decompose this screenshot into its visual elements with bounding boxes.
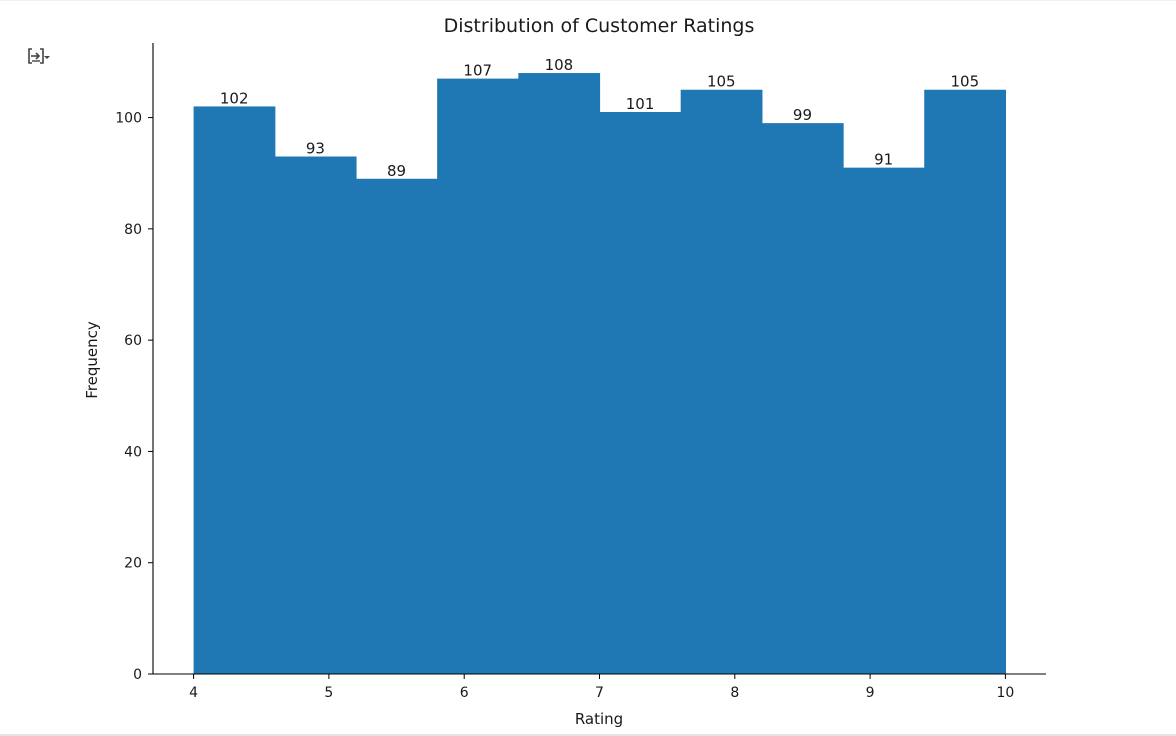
chart-title: Distribution of Customer Ratings bbox=[444, 15, 755, 37]
x-tick-label: 8 bbox=[730, 685, 739, 701]
y-tick-label: 60 bbox=[124, 333, 142, 349]
bar-data-label: 89 bbox=[387, 162, 406, 180]
histogram-bar bbox=[355, 178, 438, 674]
bar-labels-layer: 102 93 89 107 108 101 105 99 91 105 bbox=[220, 56, 979, 180]
y-tick-label: 80 bbox=[124, 222, 142, 238]
x-tick-label: 6 bbox=[460, 685, 469, 701]
histogram-bar bbox=[924, 89, 1007, 675]
output-toggle-button[interactable] bbox=[24, 42, 54, 70]
histogram-bar bbox=[274, 156, 357, 674]
bar-data-label: 107 bbox=[463, 62, 492, 80]
bar-data-label: 105 bbox=[950, 73, 979, 91]
x-tick-label: 7 bbox=[595, 685, 604, 701]
histogram-bar bbox=[761, 123, 844, 675]
y-tick-label: 100 bbox=[115, 111, 142, 127]
histogram-bar bbox=[680, 89, 763, 675]
bar-data-label: 91 bbox=[874, 151, 893, 169]
histogram-bar bbox=[843, 167, 925, 674]
histogram-bar bbox=[599, 111, 682, 675]
cell-bottom-border bbox=[0, 734, 1176, 736]
y-tick-label: 0 bbox=[133, 667, 142, 683]
cell-top-border bbox=[0, 0, 1176, 1]
x-tick-label: 5 bbox=[324, 685, 333, 701]
bars-layer bbox=[193, 73, 1007, 675]
x-tick-label: 4 bbox=[189, 685, 198, 701]
y-tick-label: 20 bbox=[124, 556, 142, 572]
x-ticks-layer: 4 5 6 7 8 9 10 bbox=[189, 674, 1014, 701]
bar-data-label: 101 bbox=[626, 95, 655, 113]
histogram-bar bbox=[518, 73, 601, 675]
x-tick-label: 10 bbox=[996, 685, 1014, 701]
bar-data-label: 102 bbox=[220, 89, 249, 107]
output-toggle-icon bbox=[28, 48, 50, 64]
x-axis-label: Rating bbox=[575, 710, 623, 728]
y-ticks-layer: 0 20 40 60 80 100 bbox=[115, 111, 153, 683]
bar-data-label: 99 bbox=[793, 106, 812, 124]
x-tick-label: 9 bbox=[866, 685, 875, 701]
bar-data-label: 108 bbox=[545, 56, 574, 74]
bar-data-label: 93 bbox=[306, 140, 325, 158]
histogram-bar bbox=[193, 106, 276, 675]
histogram-bar bbox=[437, 78, 519, 674]
y-tick-label: 40 bbox=[124, 444, 142, 460]
bar-data-label: 105 bbox=[707, 73, 736, 91]
y-axis-label: Frequency bbox=[83, 321, 101, 399]
